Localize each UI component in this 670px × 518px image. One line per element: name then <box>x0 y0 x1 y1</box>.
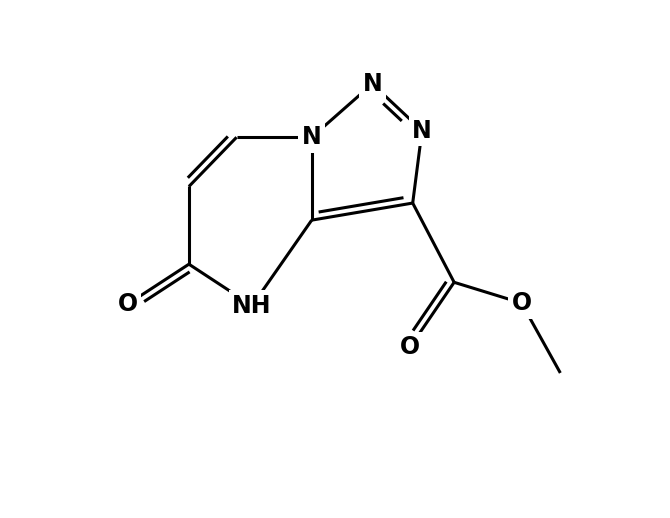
Text: O: O <box>118 292 138 316</box>
Text: N: N <box>362 72 382 96</box>
Text: NH: NH <box>232 294 272 318</box>
Text: O: O <box>511 291 531 315</box>
Text: N: N <box>412 119 432 142</box>
Text: N: N <box>302 125 322 149</box>
Text: O: O <box>400 335 420 359</box>
